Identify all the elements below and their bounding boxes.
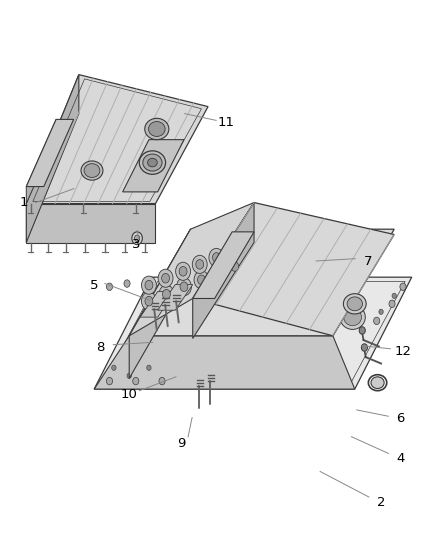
Text: 5: 5 bbox=[90, 279, 99, 292]
Circle shape bbox=[162, 273, 170, 283]
Polygon shape bbox=[193, 203, 254, 338]
Polygon shape bbox=[26, 119, 74, 187]
Polygon shape bbox=[123, 140, 184, 192]
Polygon shape bbox=[26, 204, 155, 243]
Polygon shape bbox=[158, 285, 193, 310]
Text: 6: 6 bbox=[396, 412, 405, 425]
Circle shape bbox=[158, 269, 173, 287]
Ellipse shape bbox=[289, 322, 307, 339]
Circle shape bbox=[196, 260, 204, 269]
Circle shape bbox=[389, 300, 395, 308]
Circle shape bbox=[141, 292, 156, 310]
Ellipse shape bbox=[176, 345, 201, 369]
Text: 9: 9 bbox=[177, 437, 186, 450]
Ellipse shape bbox=[148, 122, 165, 136]
Circle shape bbox=[192, 255, 207, 273]
Circle shape bbox=[177, 278, 191, 296]
Ellipse shape bbox=[84, 164, 100, 177]
Text: 7: 7 bbox=[364, 255, 372, 268]
Text: 8: 8 bbox=[96, 341, 105, 354]
Circle shape bbox=[211, 264, 226, 282]
Circle shape bbox=[180, 282, 188, 292]
Circle shape bbox=[194, 271, 209, 289]
Polygon shape bbox=[193, 203, 394, 336]
Polygon shape bbox=[26, 119, 56, 204]
Polygon shape bbox=[140, 292, 175, 317]
Polygon shape bbox=[129, 229, 394, 336]
Polygon shape bbox=[129, 229, 191, 378]
Ellipse shape bbox=[81, 161, 103, 180]
Circle shape bbox=[176, 262, 191, 280]
Text: 12: 12 bbox=[395, 345, 411, 358]
Circle shape bbox=[209, 248, 224, 266]
Ellipse shape bbox=[145, 118, 169, 140]
Circle shape bbox=[227, 257, 242, 276]
Text: 10: 10 bbox=[121, 388, 138, 401]
Ellipse shape bbox=[371, 377, 384, 389]
Ellipse shape bbox=[343, 294, 366, 314]
Circle shape bbox=[198, 275, 205, 285]
Circle shape bbox=[147, 365, 151, 370]
Ellipse shape bbox=[139, 151, 166, 174]
Text: 1: 1 bbox=[20, 196, 28, 209]
Polygon shape bbox=[26, 75, 79, 243]
Text: 4: 4 bbox=[396, 452, 405, 465]
Circle shape bbox=[400, 283, 406, 290]
Circle shape bbox=[159, 377, 165, 385]
Circle shape bbox=[133, 377, 139, 385]
Circle shape bbox=[127, 373, 131, 378]
Circle shape bbox=[159, 285, 174, 303]
Circle shape bbox=[231, 262, 239, 271]
Circle shape bbox=[162, 289, 170, 299]
Circle shape bbox=[134, 235, 140, 241]
Text: 2: 2 bbox=[377, 496, 385, 508]
Circle shape bbox=[106, 283, 113, 290]
Circle shape bbox=[145, 280, 153, 290]
Circle shape bbox=[392, 293, 396, 298]
Ellipse shape bbox=[180, 349, 197, 366]
Ellipse shape bbox=[234, 335, 252, 352]
Circle shape bbox=[374, 317, 380, 325]
Circle shape bbox=[112, 365, 116, 370]
Polygon shape bbox=[193, 232, 254, 298]
Ellipse shape bbox=[230, 332, 256, 356]
Polygon shape bbox=[26, 75, 208, 204]
Text: 11: 11 bbox=[217, 116, 234, 129]
Circle shape bbox=[379, 309, 383, 314]
Polygon shape bbox=[94, 277, 412, 389]
Polygon shape bbox=[129, 203, 254, 336]
Circle shape bbox=[212, 253, 220, 262]
Ellipse shape bbox=[285, 318, 311, 343]
Ellipse shape bbox=[347, 297, 363, 311]
Ellipse shape bbox=[143, 154, 162, 171]
Ellipse shape bbox=[340, 305, 365, 329]
Circle shape bbox=[361, 344, 367, 351]
Circle shape bbox=[124, 280, 130, 287]
Ellipse shape bbox=[148, 158, 157, 167]
Circle shape bbox=[359, 327, 365, 334]
Circle shape bbox=[179, 266, 187, 276]
Circle shape bbox=[141, 276, 156, 294]
Circle shape bbox=[145, 296, 153, 306]
Circle shape bbox=[214, 268, 222, 278]
Text: 3: 3 bbox=[131, 238, 140, 251]
Polygon shape bbox=[94, 336, 355, 389]
Ellipse shape bbox=[344, 309, 361, 326]
Circle shape bbox=[106, 377, 113, 385]
Circle shape bbox=[132, 232, 142, 245]
